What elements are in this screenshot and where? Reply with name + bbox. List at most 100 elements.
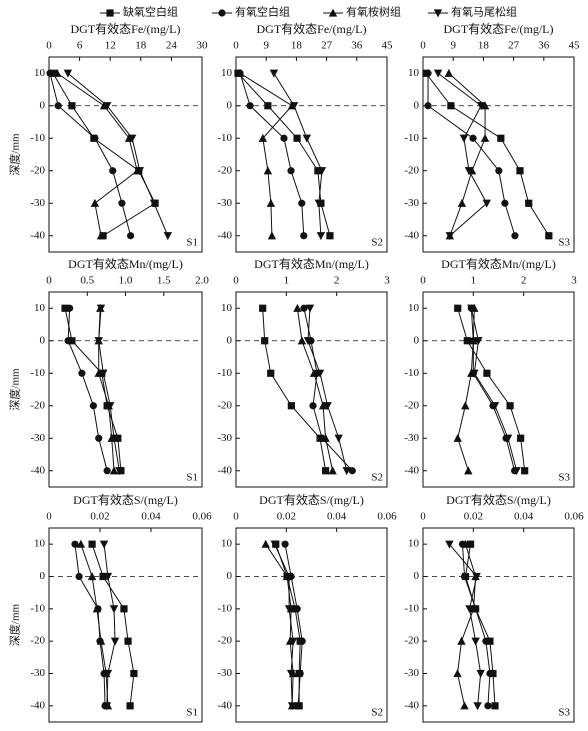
data-point [288,637,298,646]
y-tick-label: -40 [217,464,232,476]
data-point [94,337,103,346]
x-tick-label: 1.5 [157,275,171,287]
x-tick-label: 0 [420,40,426,52]
y-tick-label: -20 [30,164,45,176]
x-tick-label: 36 [538,40,550,52]
data-point [472,572,481,581]
data-point [460,572,469,581]
y-tick-label: 10 [408,302,420,314]
series-line [273,72,323,236]
data-point [294,702,302,710]
series-line [239,73,305,236]
series-line [80,544,109,706]
series-line [448,72,486,236]
chart-title: DGT有效态Fe/(mg/L) [257,21,367,36]
data-point [467,304,476,313]
x-tick-label: 0.5 [80,275,94,287]
data-point [127,232,135,240]
series-line [265,543,294,706]
data-point [315,369,325,378]
data-point [465,605,474,614]
x-tick-label: 0 [46,40,52,52]
data-point [298,199,306,207]
y-tick-label: -40 [404,699,419,711]
series-line [237,72,331,236]
legend-marker [433,9,443,18]
chart-title: DGT有效态Fe/(mg/L) [71,21,181,36]
data-point [305,304,315,313]
data-point [286,669,296,678]
data-point [68,102,76,110]
data-point [289,102,299,111]
data-point [476,669,485,678]
data-point [103,467,111,475]
data-point [106,402,115,411]
plot-frame [235,56,388,253]
data-point [266,198,276,207]
y-axis-label: 深度/mm [8,368,22,411]
data-point [300,304,308,312]
data-point [321,433,330,442]
x-tick-label: 6 [77,40,83,52]
x-tick-label: 0 [233,275,239,287]
data-point [120,605,128,613]
y-tick-label: -20 [217,399,232,411]
data-point [314,167,322,175]
plot-frame [422,291,575,488]
chart-title: DGT有效态Mn/(mg/L) [441,256,556,271]
data-point [463,337,471,345]
data-point [52,68,62,77]
y-tick-label: -10 [404,367,419,379]
y-tick-label: 0 [227,99,233,111]
data-point [517,434,525,442]
data-point [263,166,273,175]
data-point [261,539,270,548]
data-point [109,605,119,614]
chart-title: DGT有效态Mn/(mg/L) [68,256,183,271]
y-tick-label: -10 [404,132,419,144]
y-tick-label: 0 [40,99,46,111]
data-point [501,199,509,207]
data-point [95,434,103,442]
data-point [246,102,254,110]
series-line [239,72,293,236]
plot-frame [48,291,203,488]
data-point [281,540,289,548]
y-tick-label: 10 [34,67,46,79]
data-point [326,232,334,240]
data-point [102,102,112,111]
data-point [124,637,132,645]
data-point [302,134,312,143]
x-tick-label: 30 [197,40,209,52]
data-point [118,199,126,207]
data-point [447,102,455,110]
data-point [497,134,505,142]
y-tick-label: -30 [217,432,232,444]
x-tick-label: 2 [521,275,527,287]
x-tick-label: 24 [166,40,178,52]
series-line [465,544,496,706]
data-point [78,369,86,377]
x-tick-label: 3 [571,275,577,287]
chart-title: DGT有效态S/(mg/L) [259,492,364,507]
data-point [506,402,514,410]
data-point [287,702,297,711]
data-point [110,637,120,646]
data-point [314,199,324,208]
data-point [445,540,454,549]
data-point [280,134,288,142]
data-point [474,337,483,346]
panel-label: S1 [186,472,198,484]
x-tick-label: 0 [46,275,52,287]
plot-frame [48,527,203,723]
chart-title: DGT有效态S/(mg/L) [446,492,551,507]
data-point [303,337,313,346]
y-tick-label: 0 [414,99,420,111]
x-tick-label: 0.04 [141,511,161,523]
y-tick-label: -10 [30,367,45,379]
data-point [63,69,73,78]
data-point [293,303,302,312]
data-point [284,605,294,614]
data-point [284,572,294,581]
y-tick-label: 10 [34,302,46,314]
